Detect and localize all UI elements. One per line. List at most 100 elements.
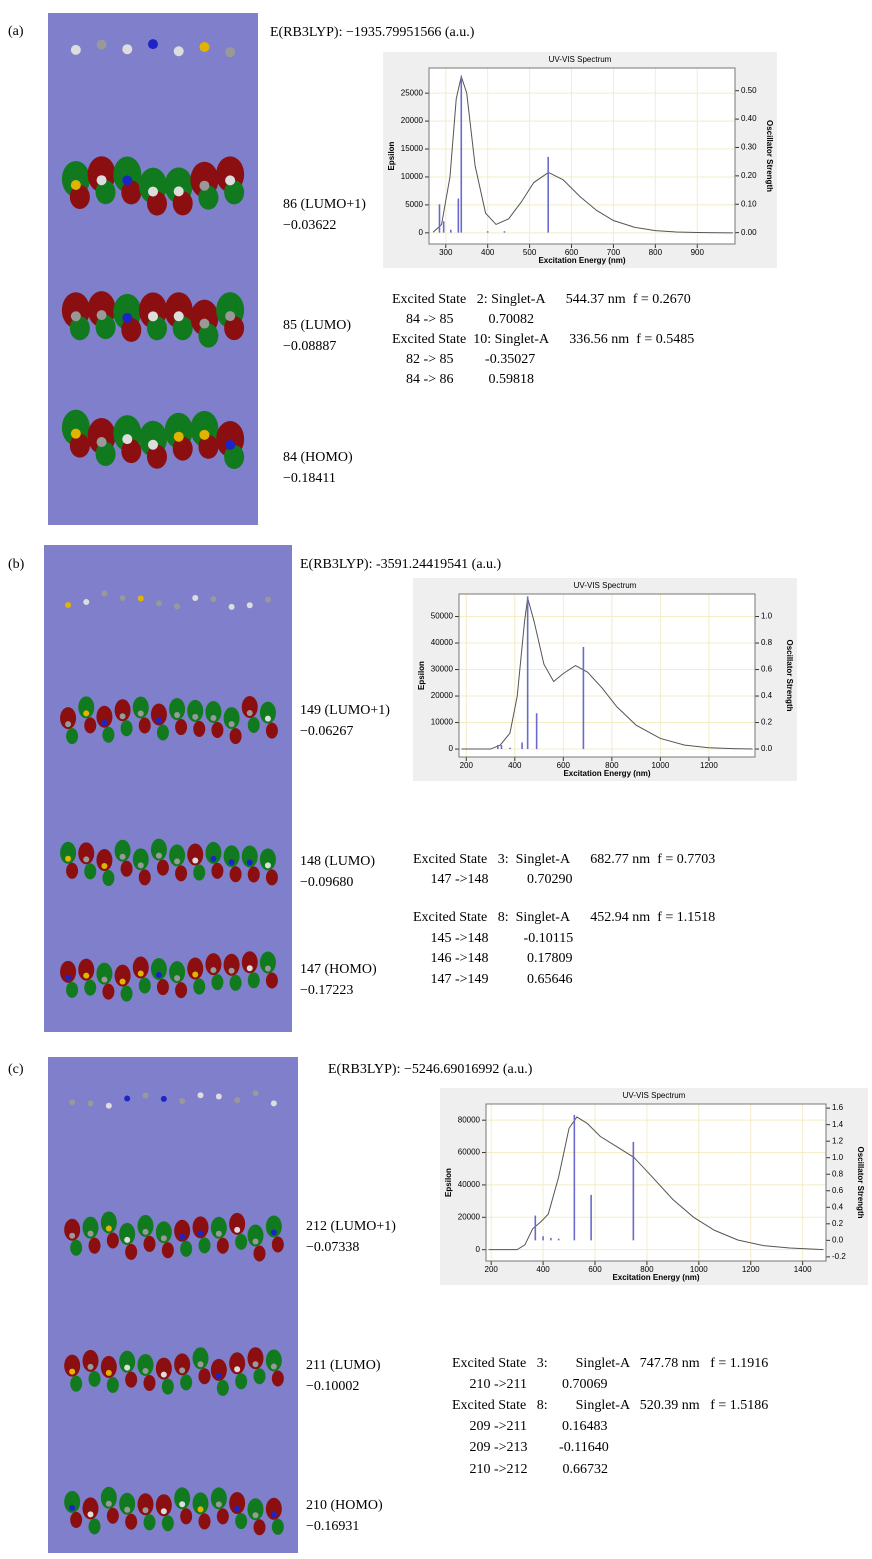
orbital-lobe <box>66 863 78 879</box>
atom <box>216 1501 222 1507</box>
orbital-lobe <box>254 1519 266 1535</box>
atom <box>138 862 144 868</box>
atom <box>161 1235 167 1241</box>
orbital-name: 211 (LUMO) <box>306 1358 381 1373</box>
total-energy: E(RB3LYP): −5246.69016992 (a.u.) <box>328 1062 533 1077</box>
atom <box>198 1361 204 1367</box>
orbital-lobe <box>193 721 205 737</box>
orbital-lobe <box>125 1514 137 1530</box>
atom <box>69 1369 75 1375</box>
orbital-lobe <box>89 1518 101 1534</box>
total-energy: E(RB3LYP): −1935.79951566 (a.u.) <box>270 25 475 40</box>
atom <box>225 175 235 185</box>
atom <box>69 1233 75 1239</box>
excited-state-line: 84 -> 86 0.59818 <box>392 372 534 387</box>
atom <box>97 40 107 50</box>
panel-label: (b) <box>8 557 25 572</box>
orbital-lobe <box>254 1246 266 1262</box>
atom <box>143 1507 149 1513</box>
y2-tick-label: 0.0 <box>832 1235 844 1244</box>
atom <box>83 710 89 716</box>
excited-state-line: 84 -> 85 0.70082 <box>392 312 534 327</box>
x-tick-label: 1000 <box>690 1265 708 1274</box>
x-tick-label: 500 <box>523 248 537 257</box>
orbital-name: 148 (LUMO) <box>300 854 375 869</box>
orbital-lobe <box>157 979 169 995</box>
orbital-lobe <box>66 728 78 744</box>
atom <box>122 313 132 323</box>
figure: (a) E(RB3LYP): −1935.79951566 (a.u.) 86 (L… <box>0 0 872 1559</box>
atom <box>65 975 71 981</box>
atom <box>83 856 89 862</box>
atom <box>124 1096 130 1102</box>
orbital-lobe <box>70 1376 82 1392</box>
orbital-lobe <box>254 1368 266 1384</box>
y-axis-label: Epsilon <box>444 1168 453 1197</box>
atom <box>161 1508 167 1514</box>
excited-state-line: 145 ->148 -0.10115 <box>413 931 573 946</box>
atom <box>65 721 71 727</box>
atom <box>216 1373 222 1379</box>
atom <box>199 181 209 191</box>
orbital-lobe <box>107 1377 119 1393</box>
y-tick-label: 40000 <box>458 1180 481 1189</box>
atom <box>69 1099 75 1105</box>
orbital-lobe <box>272 1370 284 1386</box>
x-tick-label: 200 <box>485 1265 499 1274</box>
orbital-energy: −0.10002 <box>306 1379 359 1394</box>
excited-state-line: 147 ->148 0.70290 <box>413 872 573 887</box>
orbital-energy: −0.07338 <box>306 1240 359 1255</box>
atom <box>97 437 107 447</box>
atom <box>122 434 132 444</box>
atom <box>229 721 235 727</box>
y-axis-label: Epsilon <box>387 141 396 170</box>
orbital-lobe <box>162 1379 174 1395</box>
atom <box>192 858 198 864</box>
atom <box>71 311 81 321</box>
atom <box>122 175 132 185</box>
y2-tick-label: 0.0 <box>761 744 773 753</box>
orbital-lobe <box>175 865 187 881</box>
y-tick-label: 0 <box>419 228 424 237</box>
atom <box>69 1505 75 1511</box>
atom <box>65 602 71 608</box>
atom <box>225 47 235 57</box>
orbital-lobe <box>162 1515 174 1531</box>
y2-tick-label: 0.6 <box>761 665 773 674</box>
atom <box>148 39 158 49</box>
orbital-lobe <box>193 979 205 995</box>
atom <box>138 711 144 717</box>
atom <box>122 44 132 54</box>
plot-area <box>459 594 755 757</box>
atom <box>199 319 209 329</box>
atom <box>229 859 235 865</box>
y2-tick-label: 0.10 <box>741 199 757 208</box>
orbital-lobe <box>175 982 187 998</box>
atom <box>192 972 198 978</box>
atom <box>234 1097 240 1103</box>
x-tick-label: 1400 <box>794 1265 812 1274</box>
orbital-name: 85 (LUMO) <box>283 318 351 333</box>
orbital-lobe <box>266 723 278 739</box>
x-tick-label: 200 <box>460 761 474 770</box>
orbital-energy: −0.03622 <box>283 218 336 233</box>
atom <box>234 1366 240 1372</box>
orbital-lobe <box>217 1380 229 1396</box>
orbital-name: 86 (LUMO+1) <box>283 197 366 212</box>
atom <box>65 856 71 862</box>
atom <box>120 595 126 601</box>
uv-vis-chart: UV-VIS SpectrumExcitation Energy (nm)Eps… <box>440 1088 868 1285</box>
panel-label: (a) <box>8 24 24 39</box>
atom <box>179 1234 185 1240</box>
atom <box>174 311 184 321</box>
atom <box>210 715 216 721</box>
atom <box>198 1230 204 1236</box>
excited-state-line: 147 ->149 0.65646 <box>413 972 573 987</box>
x-tick-label: 600 <box>565 248 579 257</box>
y2-tick-label: 0.4 <box>761 691 773 700</box>
atom <box>192 714 198 720</box>
y-tick-label: 25000 <box>401 88 424 97</box>
atom <box>247 710 253 716</box>
panel-label: (c) <box>8 1062 24 1077</box>
atom <box>179 1501 185 1507</box>
